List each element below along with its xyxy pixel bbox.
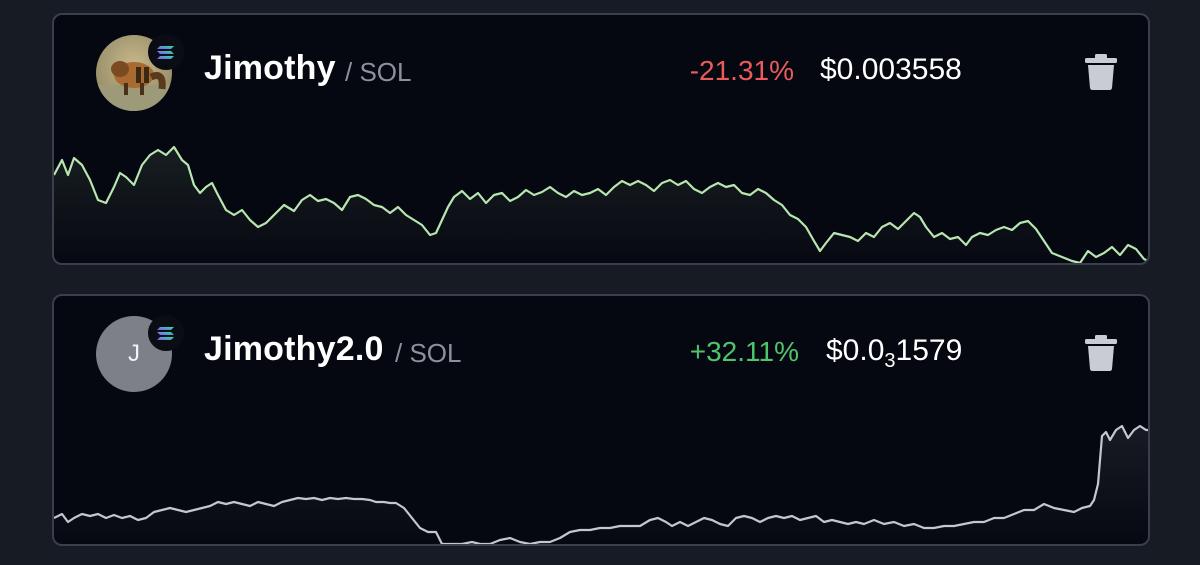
sparkline-area — [54, 147, 1148, 263]
price-change: +32.11% — [689, 336, 799, 367]
solana-icon — [148, 34, 184, 70]
price-prefix: $0.0 — [826, 334, 885, 367]
trash-icon[interactable] — [1084, 334, 1118, 372]
price-sparkline — [54, 424, 1148, 544]
token-card-jimothy2[interactable]: J Jimothy2.0 / SOL +32.11% $0.031579 — [52, 294, 1150, 546]
token-card-jimothy[interactable]: Jimothy / SOL -21.31% $0.003558 — [52, 13, 1150, 265]
token-price: $0.003558 — [820, 53, 962, 86]
sparkline-line — [54, 424, 1148, 544]
price-sparkline — [54, 145, 1148, 263]
price-zero-count: 3 — [884, 350, 896, 372]
token-pair: / SOL — [395, 338, 462, 368]
sparkline-area — [54, 426, 1148, 544]
token-name: Jimothy — [204, 49, 336, 87]
trash-icon[interactable] — [1084, 53, 1118, 91]
price-change: -21.31% — [689, 55, 794, 86]
token-price: $0.031579 — [826, 334, 962, 373]
token-pair: / SOL — [345, 57, 412, 87]
avatar-letter: J — [128, 340, 140, 367]
price-suffix: 1579 — [895, 334, 963, 367]
token-name: Jimothy2.0 — [204, 330, 384, 368]
sparkline-line — [54, 145, 1148, 263]
solana-icon — [148, 315, 184, 351]
